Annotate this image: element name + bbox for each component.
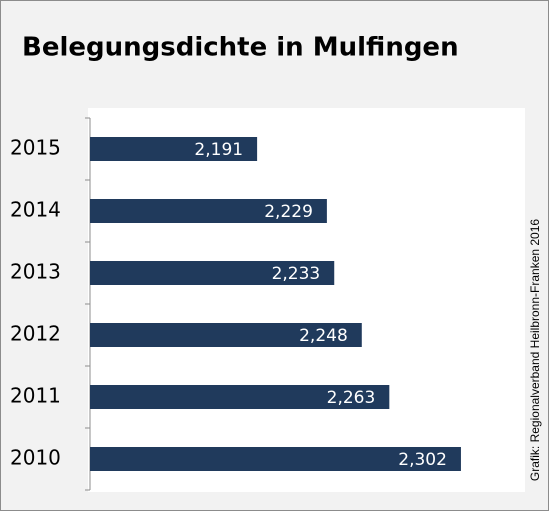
y-tick-label: 2010 xyxy=(10,446,61,470)
data-label: 2,248 xyxy=(299,326,348,346)
bar xyxy=(90,323,362,347)
source-note: Grafik: Regionalverband Heilbronn-Franke… xyxy=(528,219,542,481)
y-tick-label: 2012 xyxy=(10,322,61,346)
y-tick-label: 2013 xyxy=(10,260,61,284)
bar xyxy=(90,447,461,471)
bar xyxy=(90,261,335,285)
y-tick-label: 2015 xyxy=(10,136,61,160)
bar xyxy=(90,385,390,409)
y-tick-label: 2014 xyxy=(10,198,61,222)
chart-title: Belegungsdichte in Mulfingen xyxy=(22,33,459,63)
data-label: 2,263 xyxy=(327,388,376,408)
y-tick-label: 2011 xyxy=(10,384,61,408)
data-label: 2,302 xyxy=(398,450,447,470)
data-label: 2,191 xyxy=(194,140,243,160)
bar xyxy=(90,199,327,223)
data-label: 2,233 xyxy=(272,264,321,284)
plot-area xyxy=(88,108,525,492)
data-label: 2,229 xyxy=(264,202,313,222)
bar xyxy=(90,137,258,161)
